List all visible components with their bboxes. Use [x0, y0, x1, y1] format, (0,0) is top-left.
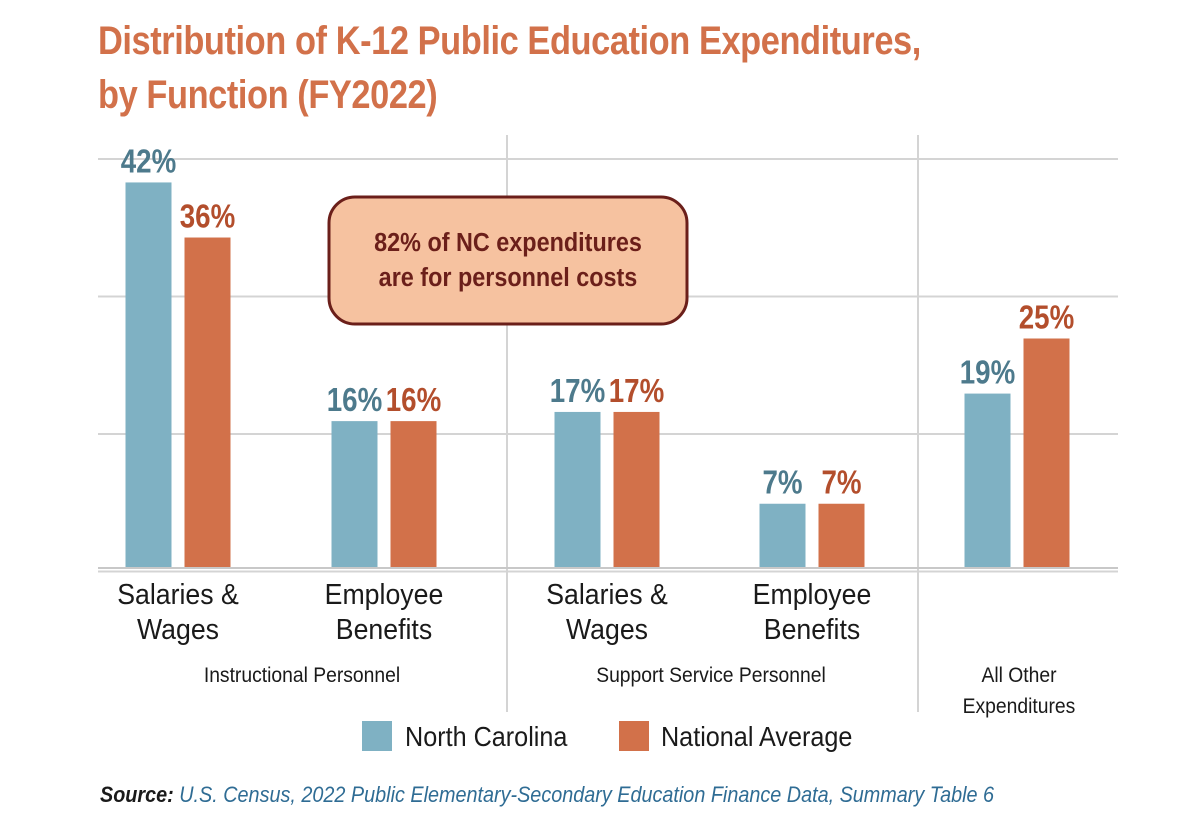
- source-text: U.S. Census, 2022 Public Elementary-Seco…: [179, 782, 995, 807]
- bar-north-carolina: [125, 182, 172, 568]
- callout-text: 82% of NC expenditures: [374, 229, 642, 257]
- bar-national-average: [818, 503, 865, 568]
- data-label-north-carolina: 16%: [327, 382, 382, 419]
- source-label: Source:: [100, 782, 174, 807]
- bar-national-average: [184, 237, 231, 568]
- bar-national-average: [390, 421, 437, 568]
- legend-label-north-carolina: North Carolina: [405, 721, 568, 753]
- chart-title: Distribution of K-12 Public Education Ex…: [98, 14, 921, 122]
- data-label-national-average: 36%: [180, 198, 235, 235]
- data-label-north-carolina: 19%: [960, 354, 1015, 391]
- bar-north-carolina: [964, 393, 1011, 568]
- data-label-national-average: 17%: [609, 373, 664, 410]
- data-label-national-average: 25%: [1019, 299, 1074, 336]
- category-label: Wages: [137, 613, 219, 645]
- title-line-2: by Function (FY2022): [98, 73, 438, 117]
- bar-north-carolina: [759, 503, 806, 568]
- callout-text: are for personnel costs: [379, 264, 638, 292]
- bar-north-carolina: [331, 421, 378, 568]
- title-line-1: Distribution of K-12 Public Education Ex…: [98, 19, 921, 63]
- bar-north-carolina: [554, 411, 601, 568]
- category-label: Benefits: [336, 613, 432, 645]
- data-label-north-carolina: 17%: [550, 373, 605, 410]
- group-label: Instructional Personnel: [204, 664, 400, 687]
- category-label: Benefits: [764, 613, 860, 645]
- data-label-north-carolina: 42%: [121, 143, 176, 180]
- data-label-national-average: 7%: [821, 465, 861, 502]
- bar-national-average: [1023, 338, 1070, 568]
- category-label: Employee: [753, 578, 872, 610]
- category-label: Salaries &: [117, 578, 239, 610]
- group-label: Expenditures: [963, 695, 1076, 718]
- data-label-national-average: 16%: [386, 382, 441, 419]
- legend-swatch-north-carolina: [362, 721, 392, 751]
- category-label: Employee: [325, 578, 444, 610]
- source-note: Source: U.S. Census, 2022 Public Element…: [100, 782, 994, 808]
- data-label-north-carolina: 7%: [762, 465, 802, 502]
- legend-swatch-national-average: [619, 721, 649, 751]
- category-label: Wages: [566, 613, 648, 645]
- category-label: Salaries &: [546, 578, 668, 610]
- bar-national-average: [613, 411, 660, 568]
- legend-label-national-average: National Average: [661, 721, 852, 753]
- group-label: Support Service Personnel: [596, 664, 826, 687]
- group-label: All Other: [981, 664, 1056, 687]
- callout-box: [327, 195, 689, 326]
